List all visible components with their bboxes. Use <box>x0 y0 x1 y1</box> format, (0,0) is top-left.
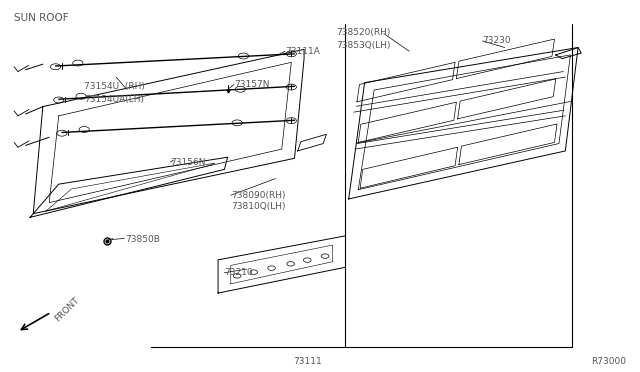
Text: 73853Q(LH): 73853Q(LH) <box>336 41 390 50</box>
Text: 73154U  (RH): 73154U (RH) <box>84 82 145 91</box>
Text: 73230: 73230 <box>483 36 511 45</box>
Text: 73111: 73111 <box>293 357 322 366</box>
Text: R73000: R73000 <box>591 357 626 366</box>
Text: 73210: 73210 <box>225 268 253 277</box>
Text: 738520(RH): 738520(RH) <box>336 28 390 37</box>
Text: 738090(RH): 738090(RH) <box>231 191 285 200</box>
Text: 73810Q(LH): 73810Q(LH) <box>231 202 285 211</box>
Text: 73154UA(LH): 73154UA(LH) <box>84 95 144 104</box>
Text: 73156N: 73156N <box>170 157 205 167</box>
Text: SUN ROOF: SUN ROOF <box>14 13 68 23</box>
Text: 73157N: 73157N <box>234 80 269 89</box>
Text: 73111A: 73111A <box>285 47 320 56</box>
Text: 73850B: 73850B <box>125 235 161 244</box>
Text: FRONT: FRONT <box>54 296 81 324</box>
